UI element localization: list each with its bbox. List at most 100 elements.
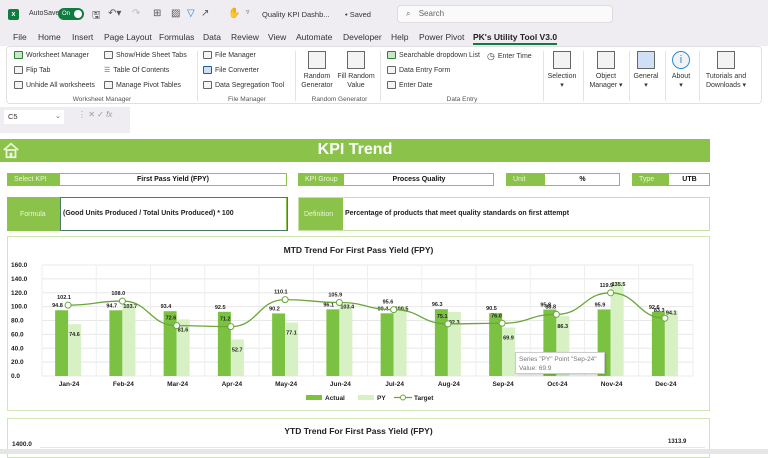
- save-status[interactable]: • Saved: [345, 10, 371, 19]
- filter-icon[interactable]: ▽: [187, 8, 195, 19]
- svg-text:94.8: 94.8: [52, 303, 63, 309]
- document-title[interactable]: Quality KPI Dashb...: [262, 10, 330, 19]
- fx-icon[interactable]: fx: [106, 110, 113, 119]
- tab-view[interactable]: View: [268, 32, 287, 42]
- divider: [543, 51, 544, 101]
- unhide-all-worksheets-button[interactable]: Unhide All worksheets: [14, 81, 95, 89]
- flip-tab-button[interactable]: Flip Tab: [14, 66, 50, 74]
- autosave-toggle[interactable]: On: [58, 8, 84, 20]
- name-box[interactable]: C5: [4, 110, 64, 124]
- svg-text:Jan-24: Jan-24: [59, 381, 80, 388]
- label: Table Of Contents: [113, 66, 170, 74]
- show-hide-sheet-tabs-button[interactable]: Show/Hide Sheet Tabs: [104, 51, 187, 59]
- type-field: Type UTB: [632, 173, 710, 186]
- tab-insert[interactable]: Insert: [72, 32, 94, 42]
- svg-text:Feb-24: Feb-24: [113, 381, 134, 388]
- tutorials-icon: [717, 51, 735, 69]
- save-icon[interactable]: 🖫: [92, 10, 101, 21]
- excel-logo-icon: x: [8, 9, 19, 20]
- tab-formulas[interactable]: Formulas: [159, 32, 195, 42]
- random-generator-button[interactable]: Random Generator: [300, 51, 334, 90]
- label: Manage Pivot Tables: [116, 81, 181, 89]
- svg-text:94.7: 94.7: [106, 303, 117, 309]
- label: Flip Tab: [26, 66, 51, 74]
- enter-date-button[interactable]: Enter Date: [387, 81, 432, 89]
- tab-page-layout[interactable]: Page Layout: [104, 32, 152, 42]
- borders-icon[interactable]: ⊞: [153, 8, 162, 19]
- picture-icon[interactable]: ▨: [171, 8, 181, 19]
- tab-file[interactable]: File: [13, 32, 27, 42]
- svg-text:100.0: 100.0: [11, 304, 28, 311]
- svg-text:60.0: 60.0: [11, 331, 24, 338]
- tab-data[interactable]: Data: [203, 32, 221, 42]
- svg-text:160.0: 160.0: [11, 262, 28, 269]
- object-icon: [597, 51, 615, 69]
- svg-text:Aug-24: Aug-24: [438, 381, 460, 388]
- tab-developer[interactable]: Developer: [343, 32, 382, 42]
- label: Data Entry Form: [399, 66, 451, 74]
- undo-icon[interactable]: ↶▾: [108, 8, 122, 19]
- customize-qat-icon[interactable]: ▿: [246, 9, 250, 16]
- divider: [583, 51, 584, 101]
- redo-icon[interactable]: ↷: [132, 8, 141, 19]
- svg-text:92.6: 92.6: [649, 305, 660, 311]
- svg-text:PY: PY: [377, 395, 386, 402]
- select-kpi-value[interactable]: First Pass Yield (FPY): [137, 176, 209, 183]
- tab-power-pivot[interactable]: Power Pivot: [419, 32, 465, 42]
- selection-button[interactable]: Selection ▾: [545, 51, 579, 90]
- about-button[interactable]: i About ▾: [667, 51, 695, 90]
- searchable-dropdown-list-button[interactable]: Searchable dropdown List: [387, 51, 480, 59]
- tab-home[interactable]: Home: [38, 32, 61, 42]
- general-button[interactable]: General ▾: [631, 51, 661, 90]
- search-input[interactable]: ⌕ Search: [397, 5, 613, 23]
- label: Data Segregation Tool: [215, 81, 285, 89]
- tab-automate[interactable]: Automate: [296, 32, 333, 42]
- svg-text:Jun-24: Jun-24: [330, 381, 351, 388]
- definition-field: Definition Percentage of products that m…: [298, 197, 710, 231]
- label: Tutorials and Downloads: [705, 73, 747, 89]
- label: Worksheet Manager: [26, 51, 89, 59]
- home-icon[interactable]: [2, 141, 20, 159]
- file-converter-button[interactable]: File Converter: [203, 66, 259, 74]
- tab-pk-utility-tool[interactable]: PK's Utility Tool V3.0: [473, 32, 558, 45]
- enter-time-button[interactable]: ◷ Enter Time: [487, 51, 532, 62]
- svg-text:105.9: 105.9: [328, 293, 342, 299]
- select-kpi-field[interactable]: Select KPI First Pass Yield (FPY): [7, 173, 287, 186]
- svg-text:72.6: 72.6: [166, 316, 177, 322]
- table-fill-icon: [347, 51, 365, 69]
- file-manager-button[interactable]: File Manager: [203, 51, 256, 59]
- tab-review[interactable]: Review: [231, 32, 259, 42]
- share-icon[interactable]: ↗: [201, 8, 210, 19]
- formula-input[interactable]: [130, 107, 768, 133]
- group-label-data-entry: Data Entry: [446, 96, 478, 103]
- divider: [629, 51, 630, 101]
- file-icon: [203, 51, 212, 59]
- list-icon: ☰: [104, 67, 111, 74]
- chevron-down-icon[interactable]: ⌄: [55, 113, 61, 120]
- formula-value[interactable]: (Good Units Produced / Total Units Produ…: [60, 197, 288, 231]
- tutorials-downloads-button[interactable]: Tutorials and Downloads ▾: [700, 51, 752, 90]
- touch-icon[interactable]: ✋: [228, 8, 241, 19]
- svg-text:90.2: 90.2: [269, 306, 280, 312]
- manage-pivot-tables-button[interactable]: Manage Pivot Tables: [104, 81, 181, 89]
- svg-text:40.0: 40.0: [11, 345, 24, 352]
- svg-text:95.9: 95.9: [595, 302, 606, 308]
- svg-text:Jul-24: Jul-24: [385, 381, 404, 388]
- label: Selection: [547, 73, 577, 80]
- mtd-trend-chart[interactable]: MTD Trend For First Pass Yield (FPY) 0.0…: [7, 236, 710, 411]
- data-entry-form-button[interactable]: Data Entry Form: [387, 66, 450, 74]
- worksheet-manager-button[interactable]: Worksheet Manager: [14, 51, 89, 59]
- pivot-table-icon: [104, 81, 113, 89]
- group-label-worksheet-manager: Worksheet Manager: [72, 96, 132, 103]
- svg-text:92.3: 92.3: [449, 320, 460, 326]
- svg-text:100.5: 100.5: [395, 306, 409, 312]
- object-manager-button[interactable]: Object Manager ▾: [586, 51, 626, 90]
- fill-random-value-button[interactable]: Fill Random Value: [337, 51, 375, 90]
- svg-text:135.5: 135.5: [612, 282, 626, 288]
- y-axis-tick: 1400.0: [12, 441, 32, 448]
- data-segregation-tool-button[interactable]: Data Segregation Tool: [203, 81, 284, 89]
- tab-help[interactable]: Help: [391, 32, 409, 42]
- svg-text:93.4: 93.4: [161, 304, 173, 310]
- svg-text:95.8: 95.8: [540, 303, 551, 309]
- table-of-contents-button[interactable]: ☰ Table Of Contents: [104, 66, 170, 75]
